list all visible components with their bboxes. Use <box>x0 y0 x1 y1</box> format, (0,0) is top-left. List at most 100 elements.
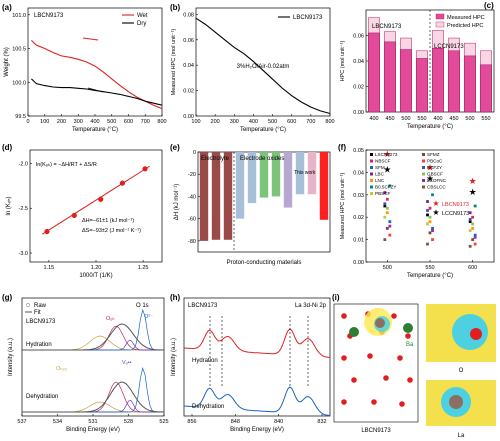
highlight-star: ★ <box>469 176 477 186</box>
legend-label: BCFZY <box>427 165 442 170</box>
x-axis-label: Binding Energy (eV) <box>230 427 284 433</box>
bar-label: PBSCF <box>310 178 315 192</box>
panel-label: (g) <box>2 293 13 302</box>
sample-label: LBCN9173 <box>26 319 56 325</box>
x-tick-label: 1.25 <box>138 265 149 271</box>
bar-label: BZCE82 <box>202 222 207 238</box>
bar-label: LSY1 <box>238 206 243 217</box>
scatter-point <box>473 242 477 246</box>
y-tick-label: -80 <box>188 239 196 245</box>
legend-label: PBSCF <box>375 191 391 196</box>
panel-c: (c) 400 450 500 550 400 450 500 550 0.00 0.02 0.04 0… <box>336 0 500 142</box>
y-axis-label: ΔH (kJ mol⁻¹) <box>174 184 180 221</box>
y-tick-label: 0.06 <box>353 34 364 40</box>
legend-swatch <box>422 185 425 189</box>
fit-component-o2 <box>22 366 164 413</box>
x-axis-label: 1000/T (1/K) <box>79 273 112 279</box>
y-tick-label: 0.08 <box>183 12 194 18</box>
group-label: LCCN9173 <box>434 44 464 50</box>
legend-label: B0.5CFZY <box>375 185 396 190</box>
scatter-point <box>388 220 392 224</box>
y-tick-label: 0.00 <box>353 110 364 116</box>
arrow-wet <box>82 37 99 41</box>
x-tick-label: 848 <box>231 419 240 425</box>
component-label: Vₒ•• <box>122 360 132 366</box>
highlight-star: ★ <box>469 187 477 197</box>
x-tick-label: 531 <box>88 419 97 425</box>
bar-measured <box>416 58 428 113</box>
bar <box>235 152 245 219</box>
chart-b: (b) 100 200 300 400 500 600 700 800 0.00 0.02 0.04 0… <box>170 3 335 133</box>
chart-h: (h) 856 848 840 832 Binding Energy (eV) Intens… <box>170 293 331 433</box>
note-text: This work <box>294 170 316 176</box>
y-tick-label: -60 <box>188 217 196 223</box>
x-tick-label: 1.20 <box>91 265 102 271</box>
legend-star: ★ <box>432 208 439 217</box>
scatter-point <box>383 238 387 241</box>
x-tick-label: 400 <box>90 119 99 125</box>
oxygen-atom <box>341 355 347 361</box>
legend-label: Wet <box>137 13 148 19</box>
bar-label: BSCFYb <box>286 189 291 206</box>
legend-label: LBC <box>375 172 385 177</box>
state-label: Dehydration <box>26 394 58 400</box>
oxygen-atom <box>371 399 377 405</box>
inset-o-lobe <box>452 314 488 350</box>
scatter-point <box>468 220 472 224</box>
x-tick-label: 840 <box>274 419 283 425</box>
y-tick-label: 99.5 <box>15 114 26 120</box>
chart-c: (c) 400 450 500 550 400 450 500 550 0.00 0.02 0.04 0… <box>340 1 495 130</box>
fit-envelope-dehyd <box>22 381 165 413</box>
state-label: Dehydration <box>192 404 224 410</box>
x-tick-label: 100 <box>191 119 200 125</box>
caption-o: O <box>459 368 464 374</box>
y-axis-label: Measured HPC (mol unit⁻¹) <box>171 28 177 95</box>
x-axis-label: Proton-conducting materials <box>227 260 302 266</box>
data-point <box>142 166 148 172</box>
state-label: Hydration <box>192 358 218 364</box>
entropy-text: ΔS=−93±2 (J mol⁻¹ K⁻¹) <box>82 228 141 234</box>
y-axis-label: Measured HPC (mol unit⁻¹) <box>340 172 346 239</box>
panel-label: (i) <box>332 293 340 302</box>
legend-label: PBCoC <box>427 159 443 164</box>
scatter-point <box>385 227 389 230</box>
x-tick-label: 450 <box>385 116 394 122</box>
legend-swatch <box>370 179 373 182</box>
inset-o-atom <box>470 328 482 340</box>
x-tick-label: 400 <box>249 119 258 125</box>
panel-b: (b) 100 200 300 400 500 600 700 800 0.00 0.02 0.04 0… <box>168 0 336 142</box>
bar-measured <box>448 50 460 113</box>
data-point <box>98 196 104 202</box>
equation-text: ln(Kₒₕ) = −ΔH/RT + ΔS/R <box>36 162 97 168</box>
scatter-point <box>385 197 389 201</box>
series-line-wet <box>31 39 163 110</box>
atom-label: Ba <box>406 342 414 348</box>
x-tick-label: 500 <box>401 116 410 122</box>
legend-swatch <box>422 179 425 182</box>
caption-la: La <box>458 433 465 439</box>
bar <box>223 152 233 240</box>
scatter-point <box>426 209 429 212</box>
scatter-point <box>431 229 434 233</box>
panel-e: (e) BZCE82 BZCE82 BZCE82 LSY1 BCFY5 SCY91 SCY91… <box>168 142 336 292</box>
panel-a: (a) 0 100 200 300 400 500 600 700 800 99.5 100.0 100… <box>0 0 168 142</box>
x-tick-label: 537 <box>17 419 26 425</box>
y-tick-label: -3.0 <box>19 251 28 257</box>
legend-swatch <box>370 192 373 195</box>
scatter-point <box>428 231 432 235</box>
inset-la-atom <box>449 395 463 409</box>
scatter-point <box>471 238 475 241</box>
scatter-point <box>383 215 387 219</box>
y-tick-label: 0.04 <box>183 63 194 69</box>
bar <box>283 152 293 208</box>
bar-label: LBaY91 <box>298 177 303 193</box>
y-tick-label: 0.02 <box>353 85 364 91</box>
x-axis-label: Binding Energy (eV) <box>66 427 120 433</box>
x-tick-label: 200 <box>57 119 66 125</box>
legend-label: LCCN9173 <box>442 211 469 217</box>
scatter-point <box>428 220 432 224</box>
oxygen-atom <box>367 353 373 359</box>
legend-swatch <box>435 13 445 20</box>
y-tick-label: 100.5 <box>12 47 26 53</box>
x-tick-label: 700 <box>141 119 150 125</box>
